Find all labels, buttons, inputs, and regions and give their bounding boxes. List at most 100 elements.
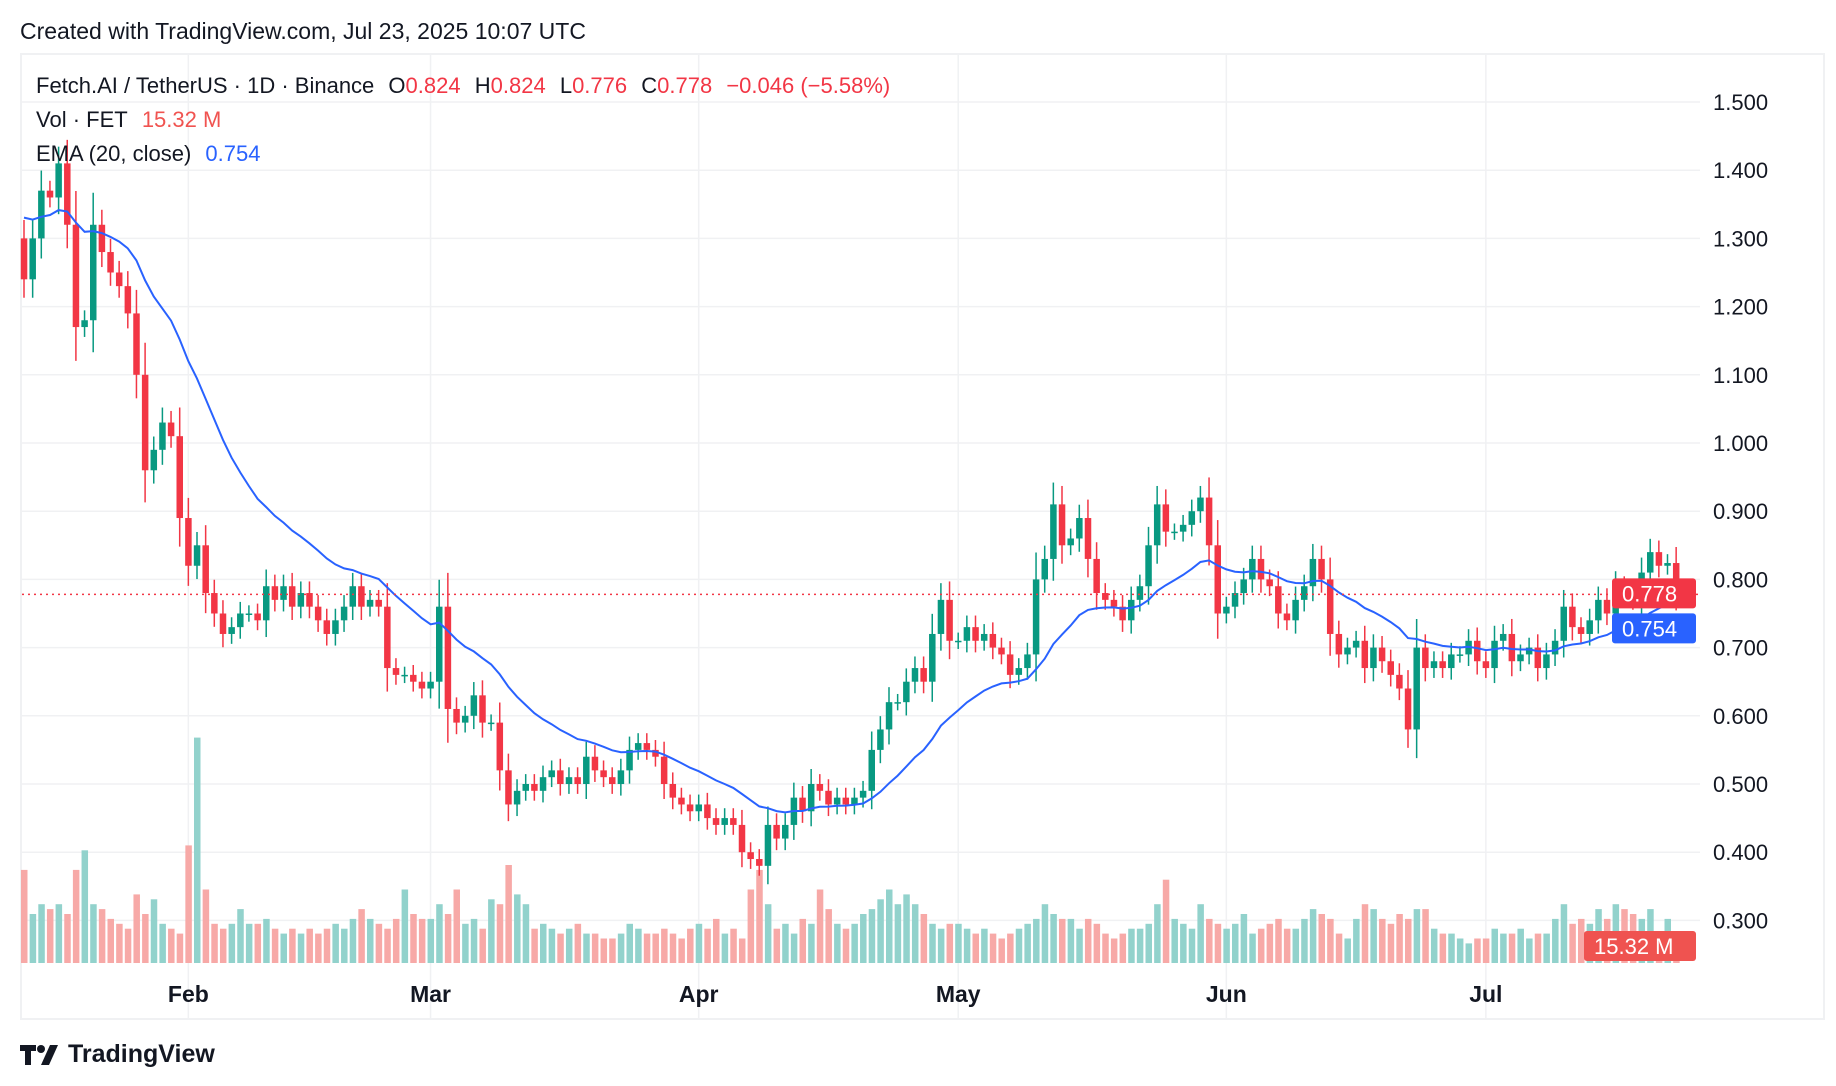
low-value: 0.776: [572, 73, 628, 98]
candle-body: [133, 313, 140, 375]
candle-body: [392, 668, 400, 675]
volume-bar: [1249, 933, 1256, 963]
volume-bar: [1474, 938, 1481, 963]
volume-bar: [1145, 923, 1152, 963]
candle-body: [1655, 552, 1663, 566]
volume-bar: [1136, 928, 1144, 963]
candle-body: [972, 627, 979, 641]
candle-body: [141, 374, 149, 471]
volume-bar: [1482, 938, 1490, 963]
candle-body: [245, 613, 253, 615]
volume-bar: [1110, 938, 1118, 963]
candle-body: [695, 804, 702, 812]
candle-body: [1499, 633, 1507, 641]
candle-body: [1301, 586, 1308, 600]
candle-body: [851, 797, 858, 805]
volume-bar: [1448, 933, 1455, 963]
ema-value: 0.754: [205, 141, 261, 166]
volume-bar: [237, 909, 244, 963]
volume-bar: [1344, 938, 1351, 963]
candle-body: [46, 190, 54, 198]
candle-body: [747, 852, 754, 860]
candle-body: [842, 797, 850, 805]
volume-bar: [384, 928, 391, 963]
symbol-title[interactable]: Fetch.AI / TetherUS · 1D · Binance: [36, 73, 375, 98]
candle-body: [470, 695, 478, 716]
volume-label[interactable]: Vol · FET: [36, 107, 128, 132]
volume-bar: [643, 933, 651, 963]
candle-body: [591, 756, 599, 771]
tradingview-logo[interactable]: TradingView: [20, 1040, 215, 1069]
volume-bar: [1552, 918, 1559, 963]
volume-bar: [142, 914, 149, 963]
volume-bar: [1188, 928, 1196, 963]
candle-body: [1050, 504, 1057, 559]
candle-body: [219, 613, 227, 634]
volume-bar: [263, 918, 270, 963]
open-label: O: [388, 73, 406, 98]
volume-bar: [730, 928, 737, 963]
candle-body: [929, 633, 936, 682]
candle-body: [1456, 654, 1464, 656]
candle-body: [764, 824, 772, 866]
candle-body: [513, 790, 521, 805]
volume-bar: [1543, 933, 1550, 963]
volume-bar: [289, 928, 296, 963]
candle-body: [176, 436, 183, 519]
volume-bar: [98, 909, 106, 963]
candle-body: [799, 797, 806, 812]
candle-body: [237, 613, 244, 628]
candle-body: [1110, 599, 1118, 607]
volume-bar: [1007, 933, 1014, 963]
volume-bar: [557, 933, 564, 963]
candle-body: [1006, 654, 1014, 675]
volume-bar: [687, 928, 694, 963]
candle-body: [1309, 558, 1317, 587]
volume-bar: [911, 904, 919, 963]
volume-bar: [194, 737, 201, 963]
candle-body: [1422, 647, 1429, 669]
volume-bar: [367, 918, 374, 963]
candle-body: [531, 784, 538, 791]
candle-body: [29, 238, 36, 280]
candle-body: [807, 784, 815, 812]
candle-body: [1361, 640, 1369, 669]
volume-bar: [1353, 918, 1360, 963]
volume-bar: [782, 923, 789, 963]
candle-body: [1197, 497, 1204, 512]
volume-bar: [1292, 928, 1300, 963]
candle-body: [885, 702, 893, 730]
candle-body: [937, 599, 945, 634]
ema-legend: EMA (20, close) 0.754: [36, 141, 268, 167]
volume-bar: [124, 928, 132, 963]
volume-bar: [1076, 928, 1083, 963]
candle-body: [1326, 579, 1334, 634]
candle-body: [38, 190, 45, 239]
volume-bar: [228, 923, 236, 963]
candle-body: [1024, 654, 1031, 669]
volume-bar: [453, 889, 460, 963]
candle-body: [1136, 586, 1144, 600]
candle-body: [358, 586, 365, 607]
volume-bar: [1569, 923, 1576, 963]
candle-body: [436, 606, 443, 682]
volume-bar: [1370, 909, 1377, 963]
candle-body: [1231, 593, 1239, 607]
ema-label[interactable]: EMA (20, close): [36, 141, 192, 166]
logo-text: TradingView: [68, 1040, 215, 1068]
y-tick-label: 1.500: [1713, 90, 1768, 115]
volume-bar: [1430, 928, 1438, 963]
candle-body: [410, 674, 417, 682]
candle-body: [1084, 518, 1092, 559]
ema-line: [23, 209, 1677, 814]
volume-bar: [401, 889, 409, 963]
volume-bar: [669, 933, 677, 963]
candle-body: [107, 252, 114, 273]
candle-body: [955, 640, 962, 643]
candle-body: [1015, 668, 1023, 675]
volume-bar: [937, 928, 945, 963]
candle-body: [946, 599, 953, 641]
candle-body: [349, 586, 356, 607]
candle-body: [384, 606, 391, 669]
